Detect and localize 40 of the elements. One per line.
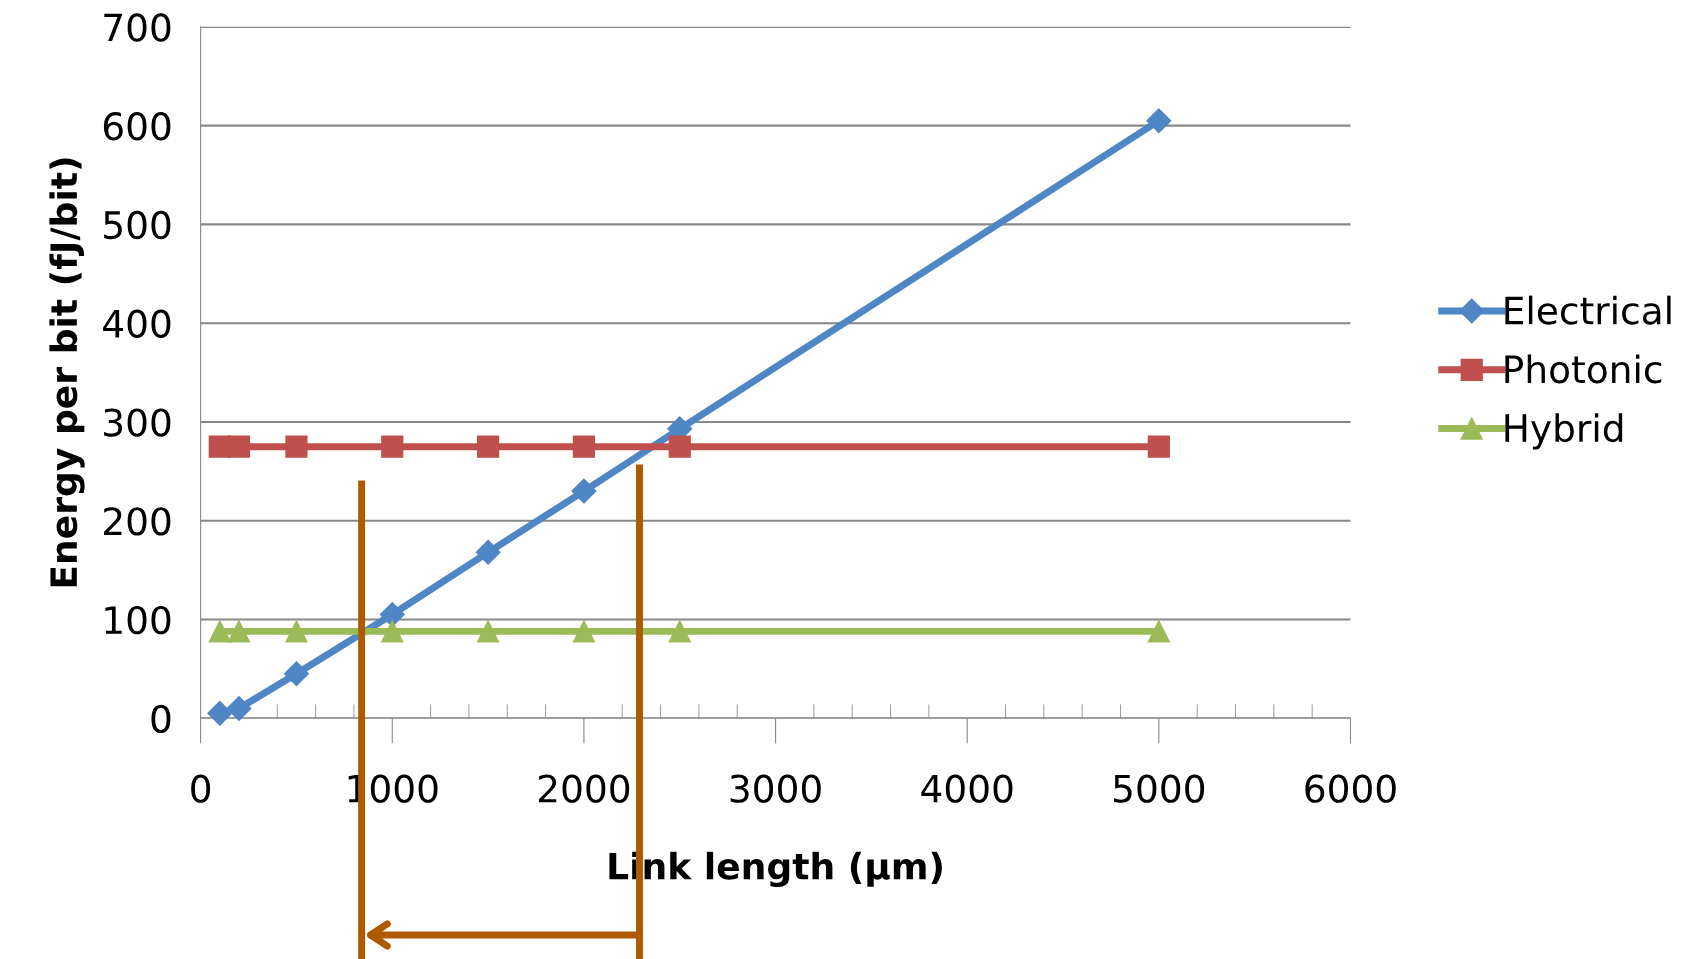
point xyxy=(1146,108,1172,134)
x-tick-label: 3000 xyxy=(730,774,821,803)
point xyxy=(381,435,404,458)
point xyxy=(476,620,500,643)
legend-label: Electrical xyxy=(1505,295,1671,325)
point xyxy=(668,435,691,458)
x-tick-label: 5000 xyxy=(1114,774,1205,803)
point xyxy=(207,700,233,726)
x-tick-label: 4000 xyxy=(921,774,1013,803)
point xyxy=(285,620,308,643)
x-tick-label: 6000 xyxy=(1305,774,1396,803)
y-tick-label: 600 xyxy=(103,112,171,141)
legend-label: Hybrid xyxy=(1505,413,1623,450)
legend-label: Photonic xyxy=(1505,354,1662,384)
y-tick-label: 300 xyxy=(104,408,171,437)
x-tick-label: 0 xyxy=(191,774,211,803)
y-tick-label: 0 xyxy=(151,704,171,734)
point xyxy=(572,620,596,643)
point xyxy=(1147,435,1170,458)
point xyxy=(227,620,251,643)
point xyxy=(476,435,500,458)
y-tick-label: 200 xyxy=(104,507,171,536)
point xyxy=(571,478,597,504)
point xyxy=(283,661,309,687)
point xyxy=(668,620,691,643)
y-axis-title: Energy per bit (fJ/bit) xyxy=(49,158,85,587)
point xyxy=(208,620,231,643)
point xyxy=(285,435,308,458)
y-tick-label: 400 xyxy=(103,309,171,338)
point xyxy=(572,435,596,458)
x-tick-label: 2000 xyxy=(538,774,630,803)
point xyxy=(475,539,501,565)
y-tick-label: 100 xyxy=(105,605,171,635)
y-tick-label: 500 xyxy=(104,210,171,240)
point xyxy=(226,695,252,721)
y-tick-label: 700 xyxy=(104,13,171,42)
point xyxy=(379,602,405,628)
point xyxy=(381,620,404,643)
point xyxy=(1147,620,1170,643)
point xyxy=(227,435,251,458)
